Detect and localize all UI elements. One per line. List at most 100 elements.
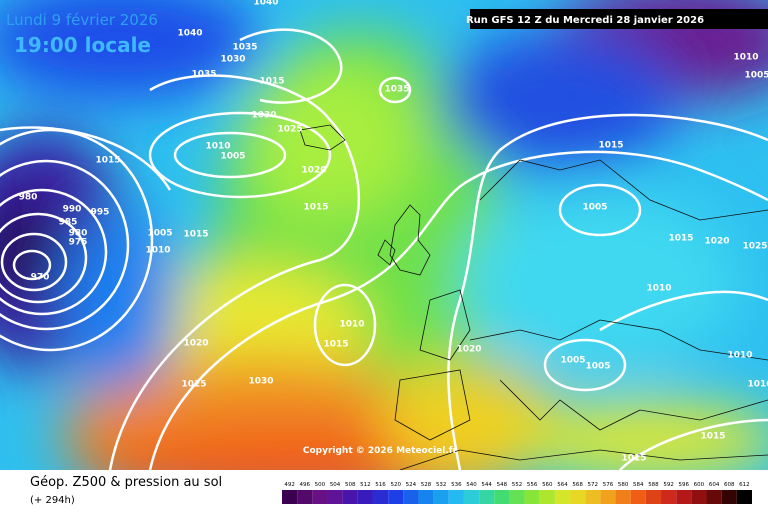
copyright: Copyright © 2026 Meteociel.fr: [303, 446, 458, 456]
legend-label: 548: [497, 482, 508, 488]
legend-swatch: [342, 490, 358, 504]
isobar-label: 990: [63, 205, 82, 215]
legend-label: 568: [572, 482, 583, 488]
isobar-label: 1015: [700, 432, 725, 442]
legend-label: 560: [542, 482, 553, 488]
legend-label: 604: [709, 482, 720, 488]
isobar-label: 1005: [147, 229, 172, 239]
legend-label: 564: [557, 482, 568, 488]
isobar-label: 1005: [560, 356, 585, 366]
isobar-label: 1020: [704, 237, 729, 247]
legend-label: 500: [315, 482, 326, 488]
isobar-label: 1025: [742, 242, 767, 252]
legend-label: 532: [436, 482, 447, 488]
isobar-label: 1015: [259, 77, 284, 87]
legend-swatch: [418, 490, 434, 504]
legend-label: 556: [527, 482, 538, 488]
isobar-label: 970: [31, 273, 50, 283]
legend-swatch: [645, 490, 662, 504]
legend-label: 524: [406, 482, 417, 488]
isobar-label: 1010: [646, 284, 671, 294]
time: 19:00 locale: [14, 33, 151, 57]
legend-label: 588: [648, 482, 659, 488]
isobar-label: 995: [91, 208, 110, 218]
legend-label: 596: [679, 482, 690, 488]
isobar-label: 975: [69, 238, 88, 248]
legend-swatch: [630, 490, 646, 504]
isobar-label: 1020: [301, 166, 326, 176]
legend-swatch: [661, 490, 677, 504]
legend-swatch: [721, 490, 737, 504]
isobar-label: 980: [69, 229, 88, 239]
footer-title: Géop. Z500 & pression au sol: [30, 475, 222, 490]
isobar-label: 1005: [585, 362, 610, 372]
isobar-label: 1010: [145, 246, 170, 256]
isobar-label: 1015: [621, 454, 646, 464]
run-info: Run GFS 12 Z du Mercredi 28 janvier 2026: [466, 15, 704, 26]
legend-label: 600: [694, 482, 705, 488]
isobar-label: 1015: [598, 141, 623, 151]
legend-label: 504: [330, 482, 341, 488]
run-box: [470, 9, 768, 29]
isobar-label: 1010: [205, 142, 230, 152]
legend-label: 544: [481, 482, 492, 488]
coastlines: [299, 124, 768, 470]
legend-swatch: [448, 490, 464, 504]
legend-swatch: [706, 490, 722, 504]
legend-label: 592: [663, 482, 674, 488]
isobar-label: 1030: [220, 55, 245, 65]
isobar-label: 1015: [323, 340, 348, 350]
isobar-label: 1030: [248, 377, 273, 387]
legend-label: 584: [633, 482, 644, 488]
legend-swatch: [282, 490, 298, 504]
legend-swatch: [676, 490, 692, 504]
isobar-label: 980: [19, 193, 38, 203]
isobar-label: 1015: [303, 203, 328, 213]
isobar-label: 1010: [747, 380, 768, 390]
isobar-label: 1005: [582, 203, 607, 213]
legend-label: 572: [588, 482, 599, 488]
legend-swatch: [463, 490, 480, 504]
legend-swatch: [736, 490, 752, 504]
legend-label: 512: [360, 482, 371, 488]
isobars: [0, 28, 768, 470]
legend-swatch: [327, 490, 343, 504]
footer-lead: (+ 294h): [30, 495, 75, 506]
legend-label: 508: [345, 482, 356, 488]
isobar-label: 1025: [277, 125, 302, 135]
legend-swatch: [433, 490, 449, 504]
legend-swatch: [539, 490, 555, 504]
legend-swatch: [297, 490, 313, 504]
legend-label: 536: [451, 482, 462, 488]
legend-swatch: [554, 490, 571, 504]
isobar-label: 1015: [668, 234, 693, 244]
legend-label: 520: [390, 482, 401, 488]
legend-label: 580: [618, 482, 629, 488]
isobar-label: 1015: [95, 156, 120, 166]
legend-swatch: [388, 490, 404, 504]
legend-label: 612: [739, 482, 750, 488]
isobar-label: 1025: [181, 380, 206, 390]
legend-swatch: [479, 490, 495, 504]
isobar-label: 1020: [183, 339, 208, 349]
legend-label: 540: [466, 482, 477, 488]
isobar-label: 1040: [253, 0, 278, 8]
legend-label: 528: [421, 482, 432, 488]
isobar-label: 985: [59, 218, 78, 228]
isobar-label: 1040: [177, 29, 202, 39]
legend-swatch: [509, 490, 525, 504]
legend-label: 576: [603, 482, 614, 488]
isobar-label: 1035: [384, 85, 409, 95]
legend-label: 516: [375, 482, 386, 488]
isobar-label: 1010: [727, 351, 752, 361]
legend-label: 492: [284, 482, 295, 488]
legend-swatch: [585, 490, 601, 504]
legend-swatch: [357, 490, 373, 504]
date: Lundi 9 février 2026: [6, 11, 158, 29]
isobar-label: 1010: [339, 320, 364, 330]
legend-swatch: [691, 490, 707, 504]
legend: 492 496 500 504 508 512 516 520 524 528 532 536 540 5…: [282, 482, 752, 504]
legend-swatch: [570, 490, 586, 504]
